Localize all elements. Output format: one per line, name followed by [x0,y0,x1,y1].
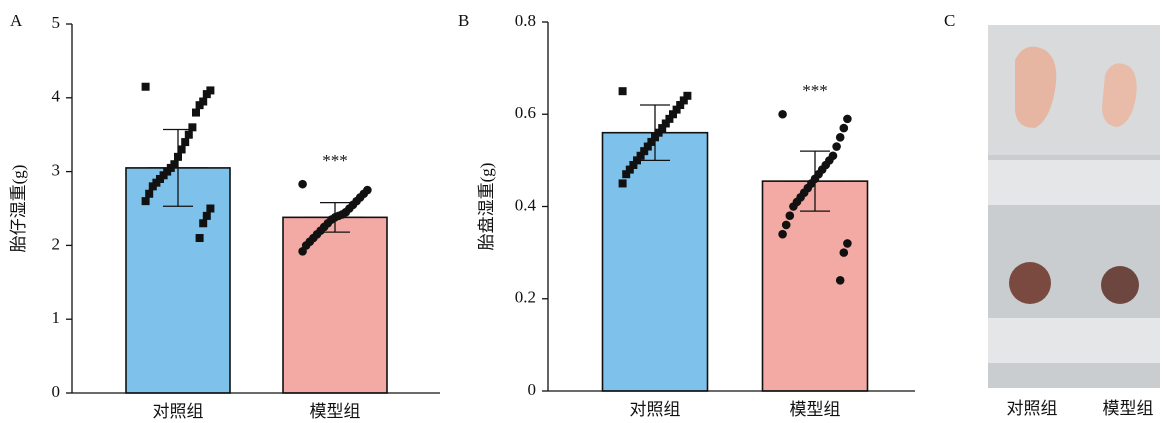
data-point [203,90,211,98]
significance: *** [322,151,348,170]
data-point [298,180,307,189]
x-tick-label: 对照组 [153,402,204,421]
data-point [196,101,204,109]
data-point [149,182,157,190]
photo-panel: C 对照组 模型组 [944,11,1160,418]
panel-label: C [944,11,955,30]
photo-caption: 模型组 [1103,399,1154,418]
data-point [298,247,307,256]
ruler [988,318,1160,363]
data-point [199,219,207,227]
data-point [196,234,204,242]
data-point [622,170,630,178]
data-point [181,138,189,146]
data-point [843,115,852,124]
data-point [145,190,153,198]
data-point [840,124,849,133]
figure: C 对照组 模型组 A 胎仔湿重(g) 0 1 2 3 4 5 对照组 模型组 *** B 胎盘湿重(g… [0,0,1164,423]
y-tick-label: 0 [52,382,61,401]
photo-caption: 对照组 [1007,399,1058,418]
data-point [206,205,214,213]
data-point [192,109,200,117]
data-point [836,133,845,142]
y-tick-label: 1 [52,308,61,327]
x-tick-label: 对照组 [630,400,681,419]
y-tick-label: 3 [52,161,61,180]
data-point [778,110,787,119]
data-point [843,239,852,248]
data-point [778,230,787,239]
placenta [1101,266,1139,304]
data-point [203,212,211,220]
data-point [786,211,795,220]
y-tick-label: 0.2 [515,288,536,307]
data-point [832,142,841,151]
data-point [619,87,627,95]
data-point [142,83,150,91]
significance: *** [802,81,828,100]
data-point [836,276,845,285]
bar [283,217,387,393]
data-point [619,179,627,187]
panel-label: B [458,11,469,30]
data-point [142,197,150,205]
y-tick-label: 0 [528,380,537,399]
y-axis-label: 胎盘湿重(g) [477,163,496,251]
data-point [178,145,186,153]
placenta [1009,262,1051,304]
x-tick-label: 模型组 [790,400,841,419]
bar [603,133,708,391]
y-tick-label: 2 [52,234,61,253]
panel-label: A [10,11,23,30]
y-axis-label: 胎仔湿重(g) [9,165,28,253]
data-point [840,248,849,257]
y-tick-label: 0.6 [515,103,536,122]
data-point [789,202,798,211]
ruler [988,160,1160,205]
x-tick-label: 模型组 [310,402,361,421]
data-point [782,221,791,230]
y-tick-label: 5 [52,13,61,32]
bar [763,181,868,391]
data-point [185,131,193,139]
y-tick-label: 4 [52,87,61,106]
y-tick-label: 0.4 [515,195,537,214]
y-tick-label: 0.8 [515,11,536,30]
